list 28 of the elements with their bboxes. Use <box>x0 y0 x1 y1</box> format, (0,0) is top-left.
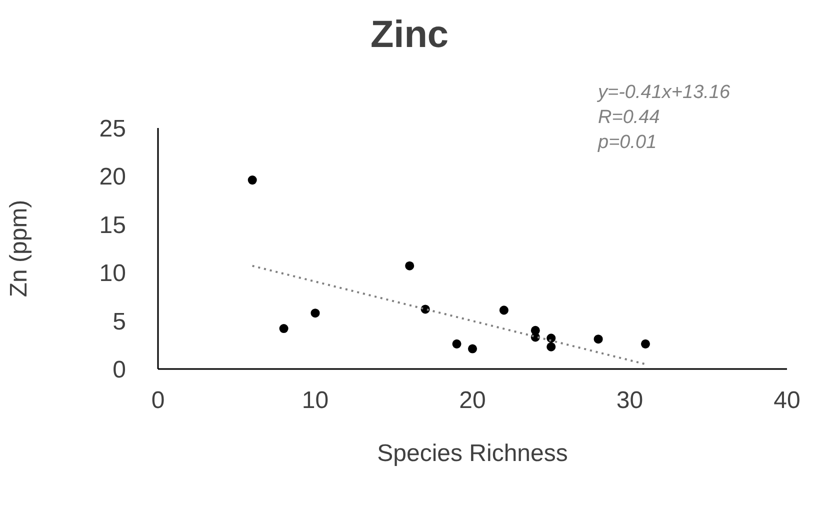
point <box>310 308 320 318</box>
y-tick-label: 25 <box>99 116 126 143</box>
point <box>546 334 556 343</box>
point <box>452 339 462 348</box>
x-tick-label: 0 <box>151 387 165 414</box>
x-tick-label: 30 <box>616 387 644 414</box>
point <box>594 334 603 344</box>
point <box>640 339 650 348</box>
y-tick-label: 10 <box>99 260 126 288</box>
x-tick-label: 20 <box>459 387 486 414</box>
point <box>405 261 414 270</box>
x-axis-title: Species Richness <box>377 440 568 467</box>
x-tick-label: 10 <box>302 387 329 414</box>
annotation: R=0.44 <box>598 106 661 130</box>
y-axis-title: Zn (ppm) <box>6 200 33 298</box>
y-tick-label: 15 <box>99 212 126 239</box>
point <box>279 324 288 334</box>
point <box>248 176 257 185</box>
y-tick-label: 0 <box>112 356 126 384</box>
x-tick-label: 40 <box>774 387 800 414</box>
chart-title: Zinc <box>369 14 450 57</box>
point <box>468 344 478 354</box>
text: y=-0.41x+13.16 <box>598 81 730 105</box>
annotation: p=0.01 <box>598 131 658 155</box>
y-tick-label: 5 <box>112 308 126 336</box>
y-tick-label: 20 <box>99 164 126 191</box>
point <box>499 306 508 315</box>
point <box>546 342 556 352</box>
